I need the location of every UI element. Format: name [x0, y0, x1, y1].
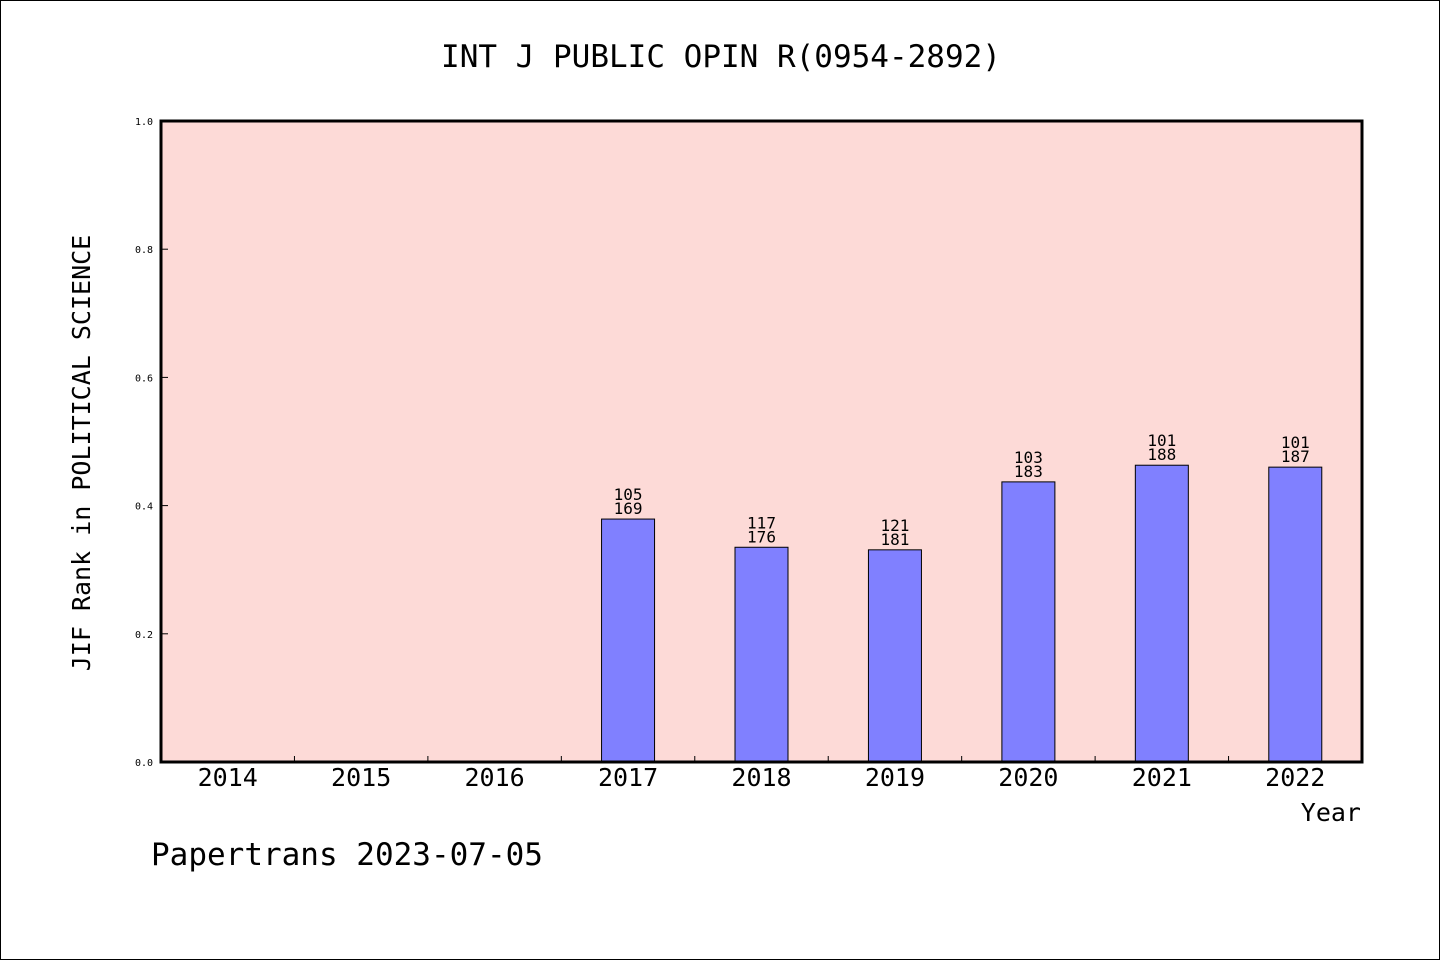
x-tick-label: 2014: [198, 763, 258, 792]
bar-label-total: 169: [614, 499, 643, 518]
chart-canvas: INT J PUBLIC OPIN R(0954-2892) 105169117…: [1, 1, 1440, 961]
y-axis-label: JIF Rank in POLITICAL SCIENCE: [67, 235, 96, 672]
x-tick-label: 2017: [598, 763, 658, 792]
x-tick-label: 2016: [465, 763, 525, 792]
chart-title: INT J PUBLIC OPIN R(0954-2892): [441, 39, 1001, 75]
y-tick-label: 0.2: [135, 630, 153, 641]
y-tick-label: 0.8: [135, 245, 153, 256]
x-tick-label: 2020: [998, 763, 1058, 792]
x-tick-label: 2015: [331, 763, 391, 792]
chart-figure: INT J PUBLIC OPIN R(0954-2892) 105 169 117…: [0, 0, 1440, 960]
bar-label-total: 183: [1014, 462, 1043, 481]
y-tick-label: 1.0: [135, 117, 153, 128]
bar: [1135, 465, 1188, 762]
bar-label-total: 176: [747, 527, 776, 546]
bar-label-total: 188: [1147, 445, 1176, 464]
footer-credit: Papertrans 2023-07-05: [151, 837, 543, 873]
bar: [1269, 467, 1322, 762]
bar: [602, 519, 655, 762]
x-tick-label: 2019: [865, 763, 925, 792]
bar-label-total: 187: [1281, 447, 1310, 466]
bar: [735, 547, 788, 762]
bar: [1002, 482, 1055, 762]
y-tick-label: 0.0: [135, 758, 153, 769]
bar: [868, 550, 921, 762]
x-axis-label: Year: [1301, 798, 1361, 827]
y-tick-label: 0.6: [135, 373, 153, 384]
x-tick-label: 2022: [1265, 763, 1325, 792]
y-tick-label: 0.4: [135, 502, 153, 513]
x-tick-label: 2021: [1132, 763, 1192, 792]
x-tick-label: 2018: [731, 763, 791, 792]
bar-label-total: 181: [880, 530, 909, 549]
